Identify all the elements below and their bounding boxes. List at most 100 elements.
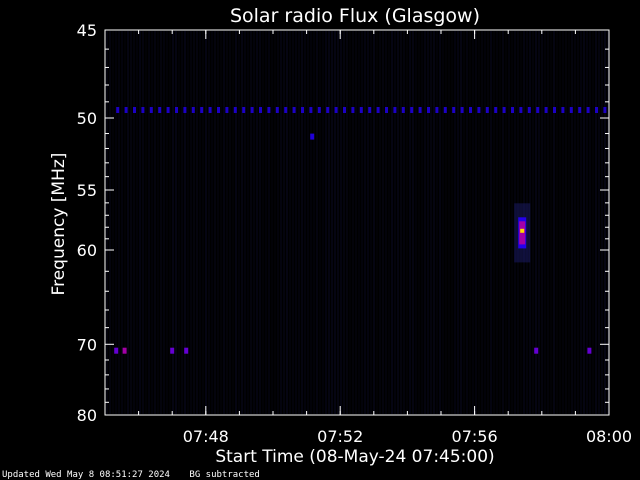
texture-streak	[166, 31, 168, 414]
texture-streak	[571, 31, 573, 414]
texture-streak	[142, 31, 144, 414]
texture-streak	[145, 31, 147, 414]
interference-mark	[242, 107, 246, 113]
interference-mark	[233, 107, 237, 113]
interference-mark	[376, 107, 380, 113]
texture-streak	[511, 31, 513, 414]
texture-streak	[379, 31, 381, 414]
texture-streak	[124, 31, 126, 414]
interference-mark	[435, 107, 439, 113]
texture-streak	[121, 31, 123, 414]
texture-streak	[313, 31, 315, 414]
texture-streak	[229, 31, 231, 414]
texture-streak	[382, 31, 384, 414]
interference-mark	[284, 107, 288, 113]
texture-streak	[484, 31, 486, 414]
interference-mark	[275, 107, 279, 113]
texture-streak	[286, 31, 288, 414]
texture-streak	[280, 31, 282, 414]
texture-streak	[307, 31, 309, 414]
texture-streak	[289, 31, 291, 414]
texture-streak	[517, 31, 519, 414]
texture-streak	[358, 31, 360, 414]
interference-mark	[410, 107, 414, 113]
texture-streak	[133, 31, 135, 414]
texture-streak	[190, 31, 192, 414]
texture-streak	[139, 31, 141, 414]
texture-streak	[361, 31, 363, 414]
interference-mark	[469, 107, 472, 113]
interference-mark	[317, 107, 321, 113]
interference-mark	[393, 107, 397, 113]
texture-streak	[130, 31, 132, 414]
texture-streak	[394, 31, 396, 414]
texture-streak	[202, 31, 204, 414]
texture-streak	[259, 31, 261, 414]
texture-streak	[274, 31, 276, 414]
texture-streak	[193, 31, 195, 414]
texture-streak	[481, 31, 483, 414]
texture-streak	[136, 31, 138, 414]
x-tick-label: 08:00	[586, 427, 632, 446]
texture-streak	[241, 31, 243, 414]
texture-streak	[415, 31, 417, 414]
y-axis-label: Frequency [MHz]	[49, 153, 69, 296]
texture-streak	[175, 31, 177, 414]
interference-mark	[208, 107, 212, 113]
texture-streak	[340, 31, 342, 414]
texture-streak	[469, 31, 471, 414]
interference-mark	[527, 107, 531, 113]
texture-streak	[346, 31, 348, 414]
texture-streak	[163, 31, 165, 414]
texture-streak	[328, 31, 330, 414]
interference-mark	[149, 107, 153, 113]
texture-streak	[574, 31, 576, 414]
interference-mark	[418, 107, 422, 113]
texture-streak	[496, 31, 498, 414]
interference-mark	[561, 107, 565, 113]
interference-mark	[183, 107, 187, 113]
interference-mark	[595, 107, 598, 113]
texture-streak	[421, 31, 423, 414]
texture-streak	[463, 31, 465, 414]
texture-streak	[178, 31, 180, 414]
texture-streak	[436, 31, 438, 414]
interference-mark	[401, 107, 405, 113]
texture-streak	[337, 31, 339, 414]
texture-streak	[439, 31, 441, 414]
texture-streak	[160, 31, 162, 414]
emission-spot	[310, 133, 315, 140]
texture-streak	[196, 31, 198, 414]
y-tick-label: 50	[77, 109, 97, 128]
interference-mark	[586, 107, 590, 113]
texture-streak	[322, 31, 324, 414]
texture-streak	[589, 31, 591, 414]
plot-frame	[104, 29, 610, 416]
texture-streak	[109, 31, 111, 414]
texture-streak	[364, 31, 366, 414]
texture-streak	[586, 31, 588, 414]
texture-streak	[430, 31, 432, 414]
texture-streak	[505, 31, 507, 414]
emission-spot	[587, 347, 592, 354]
x-axis-label: Start Time (08-May-24 07:45:00)	[215, 447, 494, 467]
interference-mark	[477, 107, 481, 113]
texture-streak	[595, 31, 597, 414]
texture-streak	[151, 31, 153, 414]
interference-mark	[443, 107, 447, 113]
texture-streak	[292, 31, 294, 414]
texture-streak	[112, 31, 114, 414]
interference-mark	[334, 107, 338, 113]
texture-streak	[238, 31, 240, 414]
texture-streak	[169, 31, 171, 414]
interference-mark	[519, 107, 523, 113]
interference-mark	[217, 107, 220, 113]
texture-streak	[406, 31, 408, 414]
interference-mark	[158, 107, 162, 113]
texture-streak	[541, 31, 543, 414]
texture-streak	[334, 31, 336, 414]
texture-streak	[478, 31, 480, 414]
texture-streak	[370, 31, 372, 414]
texture-streak	[304, 31, 306, 414]
texture-streak	[388, 31, 390, 414]
